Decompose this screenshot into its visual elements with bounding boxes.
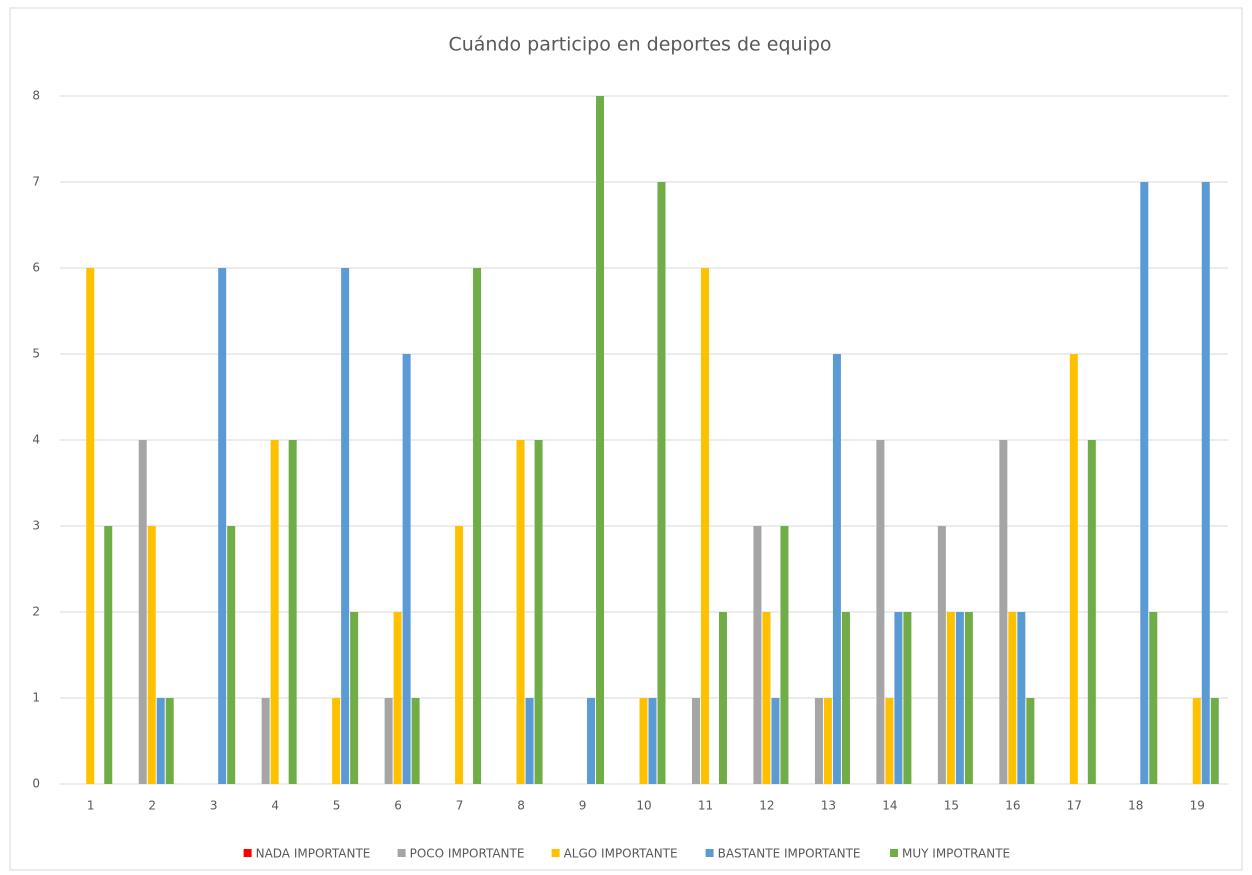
x-tick-label: 4 <box>271 799 279 813</box>
x-tick-label: 5 <box>333 799 341 813</box>
legend-swatch <box>551 849 560 857</box>
x-tick-label: 14 <box>882 799 897 813</box>
x-tick-label: 10 <box>636 799 651 813</box>
bar <box>1201 182 1210 784</box>
bar <box>771 698 780 784</box>
bar <box>350 612 359 784</box>
x-tick-label: 18 <box>1128 799 1143 813</box>
bar <box>639 698 648 784</box>
y-tick-label: 7 <box>32 175 40 189</box>
legend-label: POCO IMPORTANTE <box>410 847 525 861</box>
bar <box>753 526 762 784</box>
x-tick-label: 19 <box>1190 799 1205 813</box>
bar <box>218 268 227 784</box>
legend-swatch <box>890 849 898 857</box>
y-tick-label: 8 <box>32 89 40 103</box>
x-tick-label: 2 <box>148 799 156 813</box>
x-tick-label: 7 <box>456 799 464 813</box>
chart-title: Cuándo participo en deportes de equipo <box>448 34 831 56</box>
bar <box>525 698 534 784</box>
bar <box>393 612 402 784</box>
bar <box>1008 612 1017 784</box>
bar <box>455 526 464 784</box>
bar <box>534 440 543 784</box>
bar <box>156 698 165 784</box>
x-tick-label: 9 <box>579 799 587 813</box>
x-tick-label: 6 <box>394 799 402 813</box>
bar <box>876 440 885 784</box>
bar <box>718 612 727 784</box>
bar <box>648 698 657 784</box>
bar <box>780 526 789 784</box>
x-tick-label: 13 <box>821 799 836 813</box>
bar <box>832 354 841 784</box>
bar <box>288 440 297 784</box>
legend-swatch <box>243 849 252 857</box>
bar <box>657 182 666 784</box>
y-tick-label: 6 <box>32 261 40 275</box>
bar <box>1017 612 1026 784</box>
legend-label: NADA IMPORTANTE <box>256 847 371 861</box>
bar <box>841 612 850 784</box>
bar <box>165 698 174 784</box>
bar <box>894 612 903 784</box>
bar <box>473 268 482 784</box>
bar <box>1210 698 1219 784</box>
bar <box>411 698 420 784</box>
x-tick-label: 11 <box>698 799 713 813</box>
legend-label: BASTANTE IMPORTANTE <box>718 847 861 861</box>
bar <box>227 526 236 784</box>
bar <box>332 698 341 784</box>
y-tick-label: 3 <box>32 519 40 533</box>
bar <box>402 354 411 784</box>
bar <box>1087 440 1096 784</box>
bar <box>270 440 279 784</box>
bar <box>691 698 700 784</box>
bar <box>596 96 605 784</box>
bar <box>104 526 113 784</box>
bar <box>1069 354 1078 784</box>
y-tick-label: 4 <box>32 433 40 447</box>
bar <box>138 440 147 784</box>
x-tick-label: 3 <box>210 799 218 813</box>
bar <box>955 612 964 784</box>
bar <box>516 440 525 784</box>
bar <box>762 612 771 784</box>
x-tick-label: 1 <box>87 799 95 813</box>
legend-label: MUY IMPOTRANTE <box>902 847 1010 861</box>
x-tick-label: 8 <box>517 799 525 813</box>
bar <box>700 268 709 784</box>
y-tick-label: 1 <box>32 691 40 705</box>
bar <box>823 698 832 784</box>
y-tick-label: 2 <box>32 605 40 619</box>
bar <box>814 698 823 784</box>
legend-label: ALGO IMPORTANTE <box>564 847 678 861</box>
bar <box>1149 612 1158 784</box>
x-tick-label: 12 <box>759 799 774 813</box>
y-tick-label: 0 <box>32 777 40 791</box>
bar <box>384 698 393 784</box>
bar <box>999 440 1008 784</box>
bar <box>587 698 596 784</box>
bar <box>1140 182 1149 784</box>
bar <box>261 698 270 784</box>
bar <box>1026 698 1035 784</box>
bar <box>937 526 946 784</box>
x-tick-label: 15 <box>944 799 959 813</box>
legend-swatch <box>705 849 714 857</box>
bar <box>1192 698 1201 784</box>
bar <box>341 268 350 784</box>
bar <box>86 268 95 784</box>
x-tick-label: 16 <box>1005 799 1020 813</box>
bar <box>885 698 894 784</box>
bar <box>946 612 955 784</box>
chart-border <box>9 7 1243 871</box>
bar <box>147 526 156 784</box>
legend-swatch <box>397 849 406 857</box>
bar <box>964 612 973 784</box>
y-tick-label: 5 <box>32 347 40 361</box>
bar <box>903 612 912 784</box>
x-tick-label: 17 <box>1067 799 1082 813</box>
